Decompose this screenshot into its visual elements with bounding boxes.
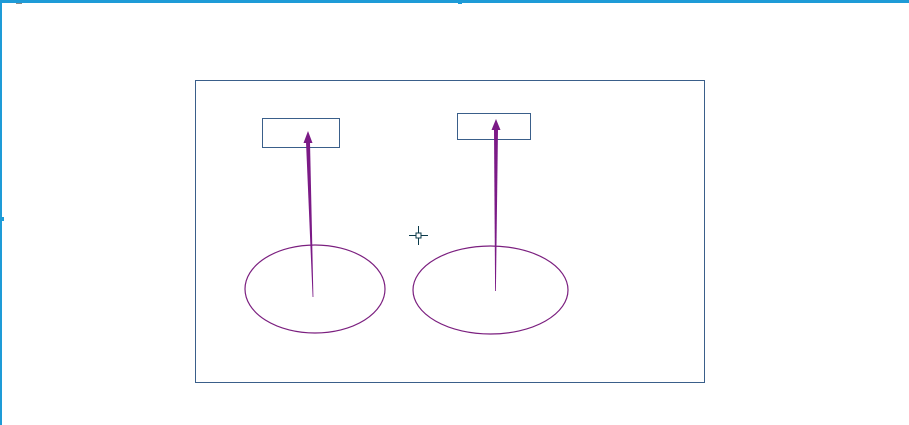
selection-border-top	[0, 0, 909, 3]
right-arrow[interactable]	[491, 119, 501, 291]
outer-frame[interactable]	[195, 80, 705, 383]
menu-grip-icon[interactable]	[16, 0, 22, 4]
crosshair-cursor-icon	[409, 226, 428, 245]
left-target-box[interactable]	[262, 118, 340, 148]
resize-handle-top[interactable]	[458, 0, 462, 4]
left-ellipse[interactable]	[244, 244, 386, 334]
left-arrow[interactable]	[303, 131, 314, 297]
right-ellipse[interactable]	[412, 245, 569, 335]
selection-border-left	[0, 0, 2, 425]
resize-handle-left[interactable]	[0, 217, 4, 221]
right-target-box[interactable]	[457, 113, 531, 140]
